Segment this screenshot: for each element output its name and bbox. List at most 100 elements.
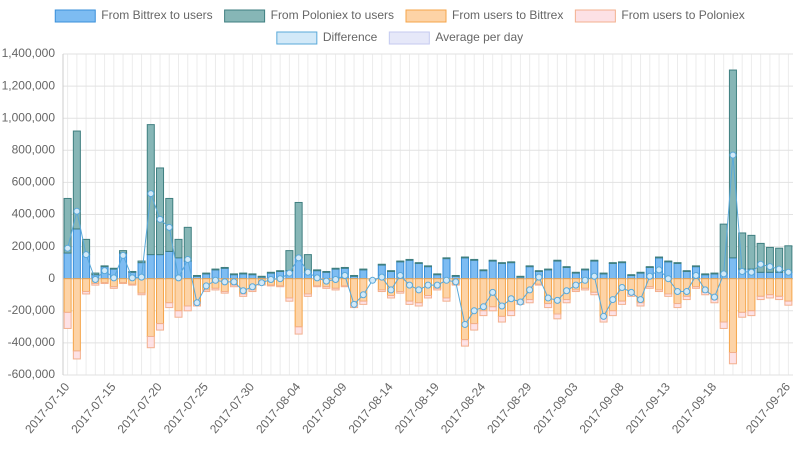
legend-label: From Bittrex to users bbox=[101, 8, 212, 22]
bar bbox=[525, 265, 534, 268]
legend-swatch bbox=[388, 31, 430, 45]
bar bbox=[285, 250, 294, 272]
bar bbox=[460, 278, 469, 341]
line-point bbox=[581, 276, 589, 284]
line-point bbox=[378, 273, 386, 281]
bar bbox=[562, 266, 571, 268]
bar bbox=[396, 260, 405, 263]
bar bbox=[664, 293, 673, 297]
line-point bbox=[119, 251, 127, 259]
bar bbox=[765, 294, 774, 299]
legend-row: From Bittrex to users From Poloniex to us… bbox=[54, 8, 745, 23]
bar bbox=[479, 310, 488, 317]
bar bbox=[719, 321, 728, 329]
bar bbox=[608, 310, 617, 317]
line-point bbox=[563, 287, 571, 295]
bar bbox=[72, 228, 81, 280]
x-tick-label: 2017-07-20 bbox=[115, 380, 165, 436]
bar bbox=[719, 223, 728, 275]
line-point bbox=[424, 281, 432, 289]
x-tick-label: 2017-08-29 bbox=[484, 380, 534, 436]
bar bbox=[266, 271, 275, 274]
bar bbox=[165, 302, 174, 309]
bar bbox=[276, 285, 285, 288]
bar bbox=[72, 130, 81, 230]
bar bbox=[72, 350, 81, 360]
line-point bbox=[526, 286, 534, 294]
bar bbox=[414, 262, 423, 280]
bar bbox=[599, 278, 608, 317]
bar bbox=[728, 257, 737, 280]
line-point bbox=[313, 274, 321, 282]
bar bbox=[470, 258, 479, 261]
y-tick-label: 0 bbox=[48, 271, 55, 285]
bar bbox=[359, 268, 368, 271]
bar bbox=[655, 289, 664, 293]
bar bbox=[248, 274, 257, 280]
line-point bbox=[572, 281, 580, 289]
bar bbox=[618, 261, 627, 264]
bar bbox=[765, 246, 774, 273]
bar bbox=[479, 269, 488, 272]
line-point bbox=[498, 302, 506, 310]
line-point bbox=[618, 284, 626, 292]
x-tick-label: 2017-09-03 bbox=[530, 380, 580, 436]
x-tick-label: 2017-07-15 bbox=[68, 380, 118, 436]
bar bbox=[313, 269, 322, 272]
bar bbox=[738, 278, 747, 313]
line-point bbox=[110, 274, 118, 282]
bar bbox=[645, 286, 654, 289]
bar bbox=[765, 271, 774, 280]
bar bbox=[497, 278, 506, 317]
bar bbox=[359, 300, 368, 305]
bar bbox=[82, 291, 91, 295]
bar bbox=[156, 254, 165, 280]
line-point bbox=[646, 272, 654, 280]
line-point bbox=[73, 207, 81, 215]
bar bbox=[100, 282, 109, 285]
bar bbox=[479, 270, 488, 280]
bar bbox=[497, 262, 506, 264]
line-point bbox=[738, 267, 746, 275]
bar bbox=[581, 268, 590, 271]
line-point bbox=[341, 271, 349, 279]
bar bbox=[728, 352, 737, 365]
y-tick-label: -600,000 bbox=[8, 367, 56, 381]
bar bbox=[303, 293, 312, 297]
legend-label: Difference bbox=[323, 30, 378, 44]
line-point bbox=[101, 267, 109, 275]
line-point bbox=[359, 291, 367, 299]
bar bbox=[146, 278, 155, 337]
bar bbox=[414, 302, 423, 307]
bar bbox=[294, 278, 303, 328]
bar bbox=[423, 295, 433, 299]
bar bbox=[183, 305, 192, 312]
bar bbox=[405, 258, 414, 261]
bar bbox=[562, 266, 571, 280]
bar bbox=[405, 259, 414, 280]
y-tick-label: -200,000 bbox=[8, 303, 56, 317]
x-tick-label: 2017-09-18 bbox=[669, 380, 719, 436]
line-point bbox=[221, 278, 229, 286]
bar bbox=[119, 278, 128, 284]
bar bbox=[174, 238, 183, 259]
line-point bbox=[433, 281, 441, 289]
x-tick-label: 2017-08-09 bbox=[299, 380, 349, 436]
bar bbox=[784, 245, 793, 273]
line-point bbox=[766, 263, 774, 271]
legend-swatch bbox=[405, 9, 447, 23]
bar bbox=[590, 259, 599, 262]
bar bbox=[682, 295, 691, 301]
bar bbox=[775, 271, 784, 280]
bar bbox=[497, 315, 506, 323]
bar bbox=[257, 275, 266, 278]
legend-swatch bbox=[276, 31, 318, 45]
bar bbox=[682, 270, 691, 280]
legend-label: From users to Bittrex bbox=[452, 8, 563, 22]
line-point bbox=[369, 276, 377, 284]
bar bbox=[294, 201, 303, 259]
bar bbox=[414, 262, 423, 264]
bar bbox=[433, 273, 442, 276]
bar bbox=[285, 297, 294, 302]
bar bbox=[100, 265, 109, 268]
